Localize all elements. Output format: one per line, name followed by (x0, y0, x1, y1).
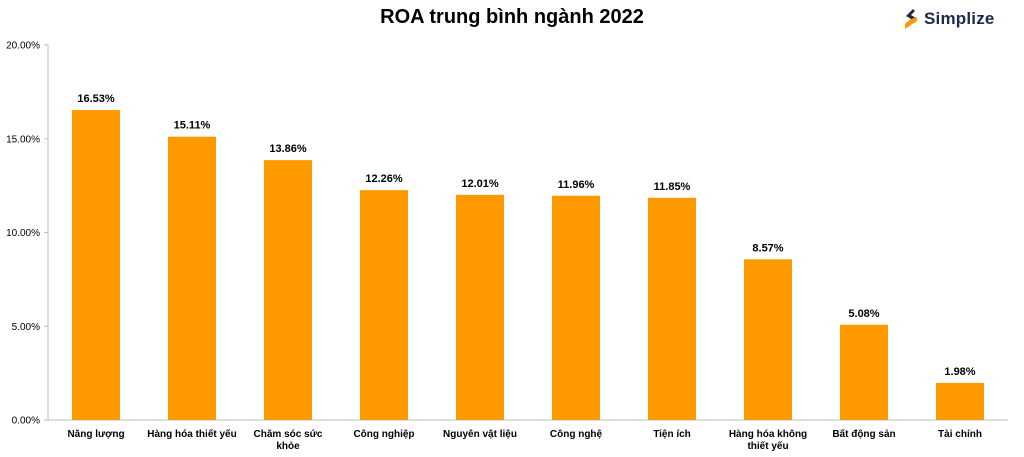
category-label: Tiện ích (653, 429, 691, 440)
data-label: 16.53% (77, 93, 115, 105)
category-label: Hàng hóa không thiết yếu (729, 429, 807, 452)
labels: 16.53% Năng lượng 15.11% Hàng hóa thiết yếu… (67, 93, 982, 452)
bar (360, 190, 408, 420)
category-label: Nguyên vật liệu (443, 429, 517, 440)
chart-title: ROA trung bình ngành 2022 (380, 6, 644, 28)
data-label: 12.26% (365, 173, 403, 185)
data-label: 11.96% (558, 179, 595, 191)
logo-text: Simplize (924, 9, 995, 28)
category-label: Công nghệ (550, 429, 603, 440)
bar (264, 160, 312, 420)
category-label: Chăm sóc sức khỏe (254, 429, 323, 452)
bar (72, 110, 120, 420)
category-label: Năng lượng (67, 429, 124, 440)
data-label: 15.11% (174, 120, 211, 132)
data-label: 12.01% (461, 178, 499, 190)
data-label: 5.08% (848, 308, 879, 320)
bar (744, 259, 792, 420)
category-label: Bất động sản (832, 428, 895, 440)
data-label: 1.98% (944, 366, 975, 378)
category-label: Hàng hóa thiết yếu (147, 428, 236, 440)
data-label: 11.85% (654, 181, 691, 193)
bar (936, 382, 984, 420)
simplize-logo: Simplize (903, 6, 995, 32)
y-tick-label: 20.00% (6, 41, 40, 52)
data-label: 13.86% (269, 143, 307, 155)
bar (840, 324, 888, 420)
bars (72, 110, 984, 420)
category-label: Tài chính (938, 429, 982, 440)
y-tick-label: 0.00% (12, 416, 40, 427)
bar (552, 195, 600, 420)
y-tick-label: 10.00% (6, 228, 40, 239)
simplize-logo-icon (905, 9, 917, 29)
bar (456, 194, 504, 420)
bar (168, 136, 216, 420)
y-tick-label: 15.00% (6, 134, 40, 145)
bar (648, 197, 696, 420)
y-tick-label: 5.00% (12, 322, 40, 333)
category-label: Công nghiệp (353, 429, 414, 440)
data-label: 8.57% (752, 242, 783, 254)
